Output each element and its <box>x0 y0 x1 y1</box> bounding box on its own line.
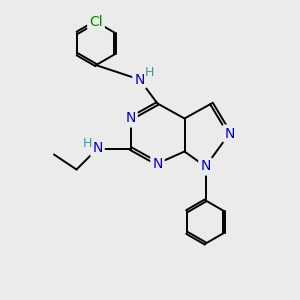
Text: N: N <box>200 160 211 173</box>
Text: N: N <box>224 127 235 140</box>
Text: Cl: Cl <box>89 15 103 29</box>
Text: N: N <box>125 112 136 125</box>
Text: N: N <box>134 73 145 86</box>
Text: N: N <box>92 142 103 155</box>
Text: H: H <box>144 66 154 80</box>
Text: H: H <box>83 136 93 150</box>
Text: N: N <box>152 157 163 170</box>
